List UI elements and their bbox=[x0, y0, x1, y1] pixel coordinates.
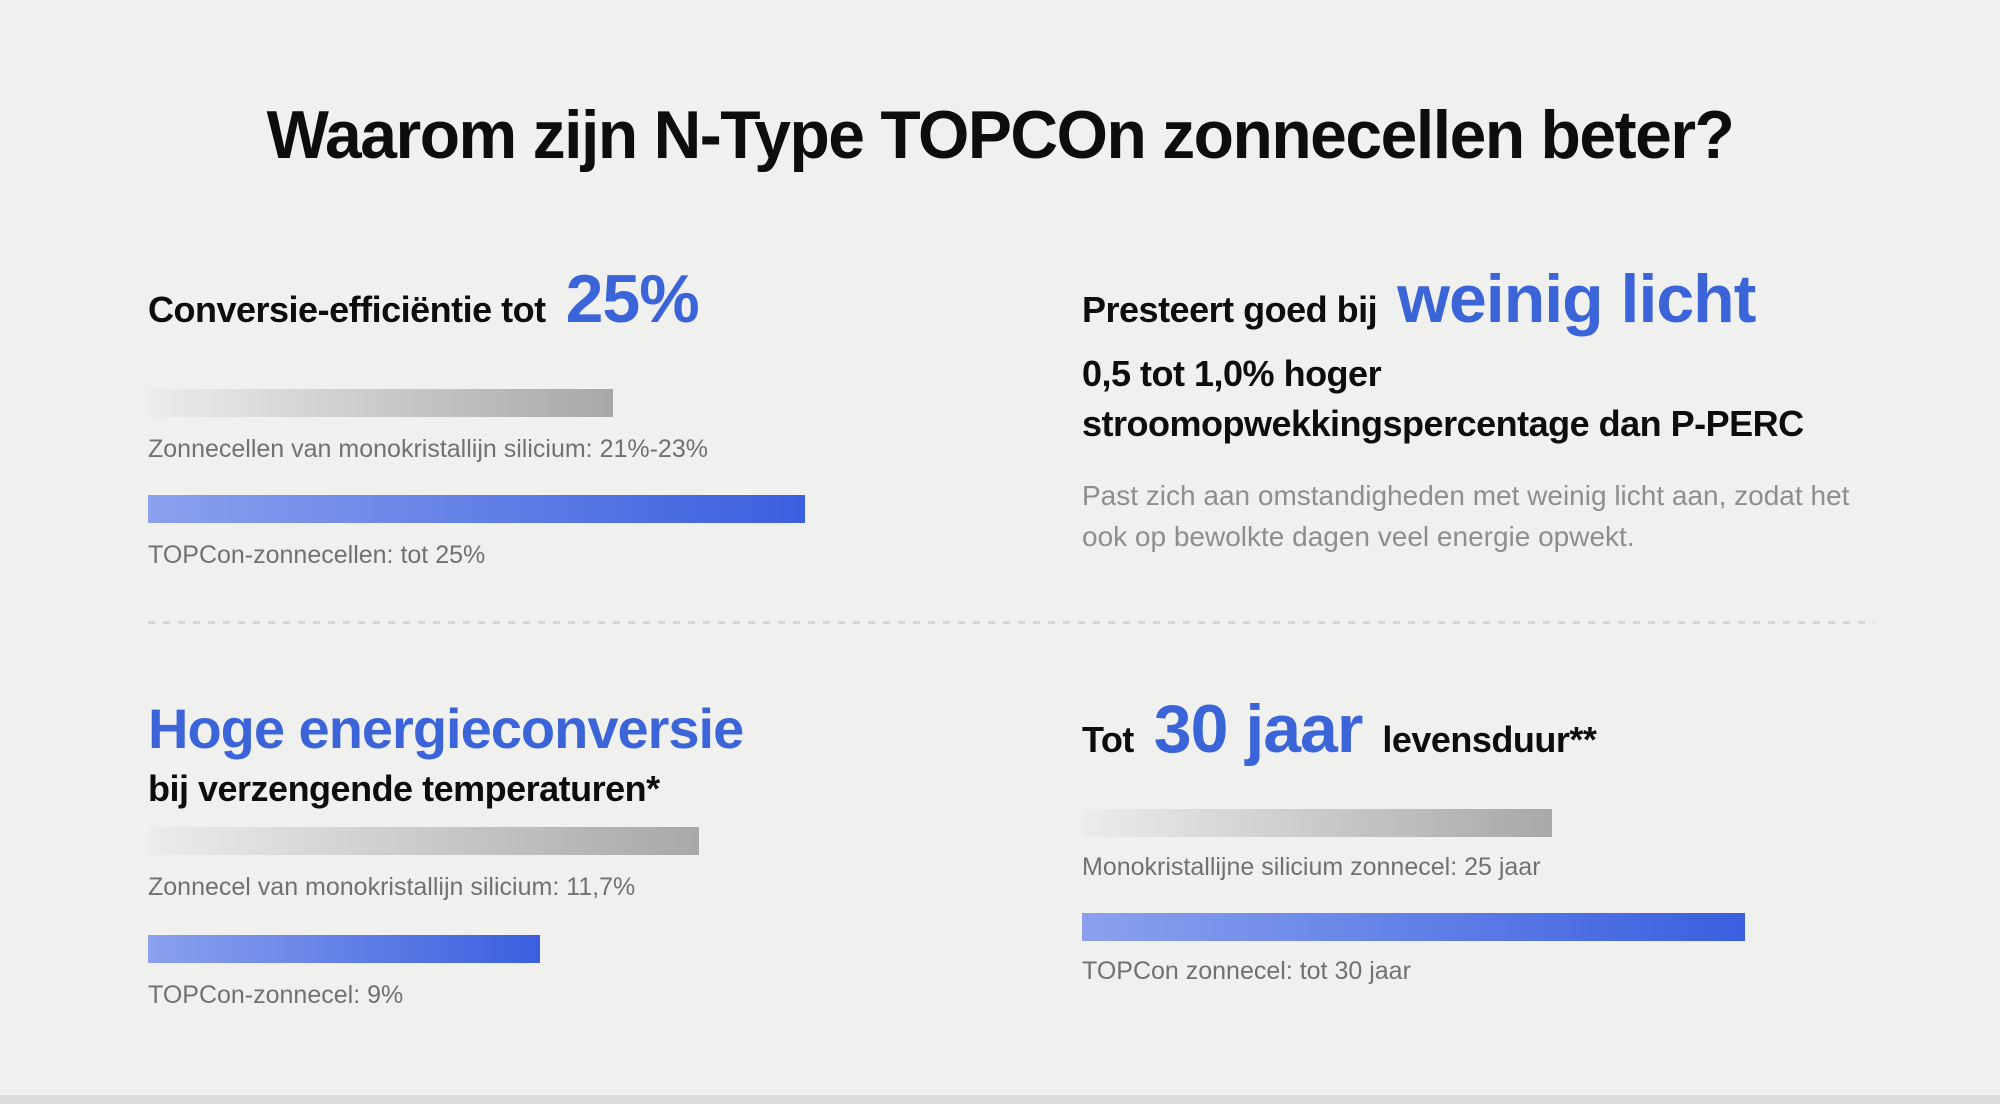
lifespan-heading-suffix: levensduur** bbox=[1382, 719, 1597, 760]
comparison-bar-topcon-efficiency bbox=[148, 494, 805, 523]
lifespan-heading-highlight: 30 jaar bbox=[1153, 691, 1364, 767]
low-light-subheading-line1: 0,5 tot 1,0% hoger bbox=[1082, 352, 1382, 394]
bottom-edge-strip bbox=[0, 1095, 2000, 1104]
page-title: Waarom zijn N-Type TOPCOn zonnecellen be… bbox=[0, 96, 2000, 174]
comparison-bar-topcon-lifespan bbox=[1082, 912, 1745, 941]
dashed-divider bbox=[148, 621, 1874, 624]
section-efficiency: Conversie-efficiëntie tot 25% Zonnecelle… bbox=[148, 261, 968, 571]
bar-label: TOPCon-zonnecel: 9% bbox=[148, 980, 404, 1009]
bar-label: Monokristallijne silicium zonnecel: 25 j… bbox=[1082, 852, 1541, 881]
low-light-description: Past zich aan omstandigheden met weinig … bbox=[1082, 479, 1850, 552]
bar-label: Zonnecellen van monokristallijn silicium… bbox=[148, 434, 708, 463]
comparison-bar-topcon-temperature bbox=[148, 934, 540, 963]
page-title-text: Waarom zijn N-Type TOPCOn zonnecellen be… bbox=[266, 97, 1735, 173]
bar-label: TOPCon zonnecel: tot 30 jaar bbox=[1082, 956, 1411, 985]
efficiency-heading-plain: Conversie-efficiëntie tot bbox=[148, 289, 546, 330]
section-temperature: Hoge energieconversie bij verzengende te… bbox=[148, 697, 968, 1011]
lifespan-heading-prefix: Tot bbox=[1082, 719, 1134, 760]
section-low-light: Presteert goed bij weinig licht 0,5 tot … bbox=[1082, 261, 1882, 557]
comparison-bar-mono-temperature bbox=[148, 826, 699, 855]
low-light-subheading-line2: stroomopwekkingspercentage dan P-PERC bbox=[1082, 402, 1804, 444]
section-lifespan-heading: Tot 30 jaar levensduur** bbox=[1082, 691, 1882, 767]
temperature-heading-plain: bij verzengende temperaturen* bbox=[148, 767, 660, 809]
bar-label: Zonnecel van monokristallijn silicium: 1… bbox=[148, 872, 636, 901]
efficiency-heading-highlight: 25% bbox=[565, 261, 700, 337]
section-efficiency-heading: Conversie-efficiëntie tot 25% bbox=[148, 261, 968, 337]
comparison-bar-mono-lifespan bbox=[1082, 808, 1552, 837]
low-light-heading-plain: Presteert goed bij bbox=[1082, 289, 1378, 330]
temperature-heading-highlight: Hoge energieconversie bbox=[148, 697, 744, 760]
bar-label: TOPCon-zonnecellen: tot 25% bbox=[148, 540, 486, 569]
low-light-heading-highlight: weinig licht bbox=[1397, 261, 1756, 337]
section-low-light-heading: Presteert goed bij weinig licht bbox=[1082, 261, 1882, 337]
comparison-bar-mono-efficiency bbox=[148, 388, 613, 417]
low-light-subheading: 0,5 tot 1,0% hoger stroomopwekkingsperce… bbox=[1082, 349, 1882, 449]
section-lifespan: Tot 30 jaar levensduur** Monokristallijn… bbox=[1082, 691, 1882, 987]
